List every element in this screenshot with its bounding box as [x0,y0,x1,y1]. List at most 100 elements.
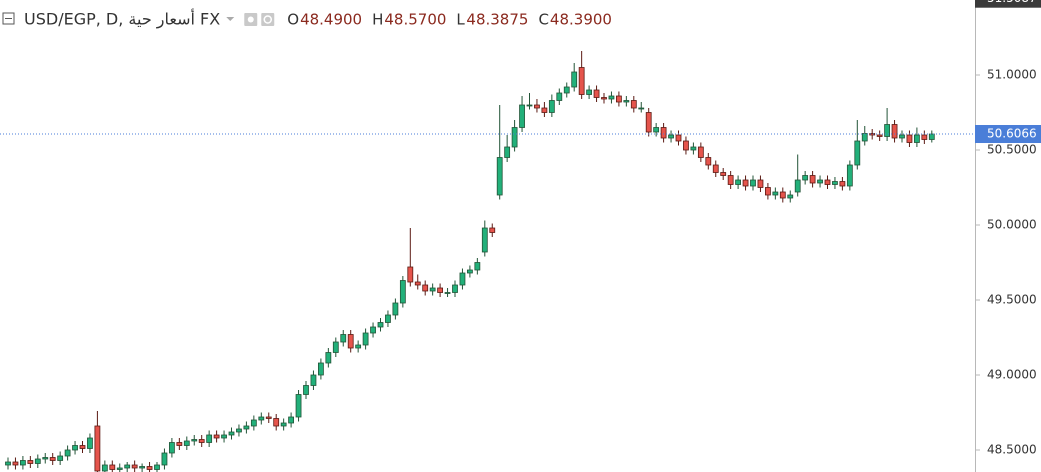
candle-body [131,464,138,469]
candle-body [586,89,592,95]
candle-body [735,179,741,185]
ohlc-value: 48.4900 [300,11,362,29]
y-tick-label: 49.0000 [987,367,1037,381]
candle-body [452,284,458,293]
candle-body [295,394,302,418]
candle-body [139,466,146,469]
candle-body [906,134,913,143]
candle-body [347,334,354,349]
candle-body [548,100,555,113]
candle-body [183,440,190,446]
y-tick-label: 50.0000 [987,217,1037,231]
candle-body [750,179,756,187]
candle-body [310,374,317,386]
candle-body [34,458,41,464]
candle-body [481,227,488,253]
candle-body [377,322,384,328]
candle-body [802,175,809,181]
candle-body [846,164,853,187]
candle-body [608,95,615,100]
y-tick-label: 50.5000 [987,142,1037,156]
candle-body [303,385,309,395]
candle-body [191,439,198,442]
candle-body [832,181,838,185]
candle-body [668,134,674,139]
candle-body [273,418,280,427]
candle-body [809,175,816,184]
candle-body [168,442,175,454]
candle-body [355,344,362,349]
candle-body [116,467,123,470]
candle-body [660,127,667,139]
candle-body [653,127,660,133]
y-tick-label: 49.5000 [987,292,1037,306]
candle-body [928,133,935,140]
candle-body [101,464,108,472]
y-tick-label: 51.0000 [987,67,1037,81]
candle-body [899,134,905,139]
ohlc-key: H [372,11,383,29]
header-icons [226,13,275,26]
candle-body [474,262,481,271]
candle-body [765,187,771,196]
candle-body [414,281,421,286]
candle-body [779,191,786,199]
candle-body [466,269,473,274]
candle-body [645,112,652,133]
candle-body [675,134,682,142]
candle-body [616,95,622,103]
candle-body [861,133,868,142]
candle-body [489,227,496,233]
candle-body [206,434,213,443]
candle-body [399,280,406,304]
candle-body [534,104,540,109]
candle-body [563,86,570,94]
candle-body [87,437,93,449]
candle-body [176,442,183,446]
candle-body [623,100,630,103]
candle-body [817,179,823,184]
candle-body [571,71,578,88]
candle-body [683,140,689,151]
candle-body [541,107,548,113]
dropdown-caret[interactable] [226,17,235,21]
candle-body [429,287,436,292]
candle-body [772,191,779,196]
last-price-box [975,125,1041,144]
candle-body [27,460,34,464]
candle-body [824,179,831,185]
candle-body [243,425,250,430]
visibility-icon-dot [247,16,254,23]
candle-body [869,133,876,136]
settings-icon-dot [263,15,273,24]
candle-body [839,181,846,187]
candle-body [64,449,71,457]
collapse-icon[interactable] [2,12,15,25]
last-price-label: 50.6066 [987,127,1037,141]
candle-body [280,422,287,427]
candle-body [19,460,26,466]
candle-body [556,92,563,101]
candle-body [221,434,227,439]
candle-body [422,284,429,292]
chart-title: USD/EGP, D, أسعار حية FX [24,9,220,30]
candle-body [362,332,369,346]
candle-body [109,464,116,470]
ohlc-value: 48.3875 [466,11,528,29]
candle-body [757,179,764,188]
settings-icon[interactable] [261,13,275,26]
candle-body [392,302,399,316]
ohlc-value: 48.3900 [550,11,612,29]
ohlc-legend: O 48.4900 H 48.5700 L 48.3875 C 48.3900 [287,11,612,29]
candle-body [854,140,861,166]
candle-body [5,461,11,466]
candle-body [94,425,101,472]
candle-body [213,434,220,439]
candle-body [526,104,533,107]
candle-body [72,445,78,451]
ohlc-value: 48.5700 [384,11,446,29]
candle-body [42,457,49,460]
candle-body [690,146,697,151]
candle-body [511,127,518,148]
